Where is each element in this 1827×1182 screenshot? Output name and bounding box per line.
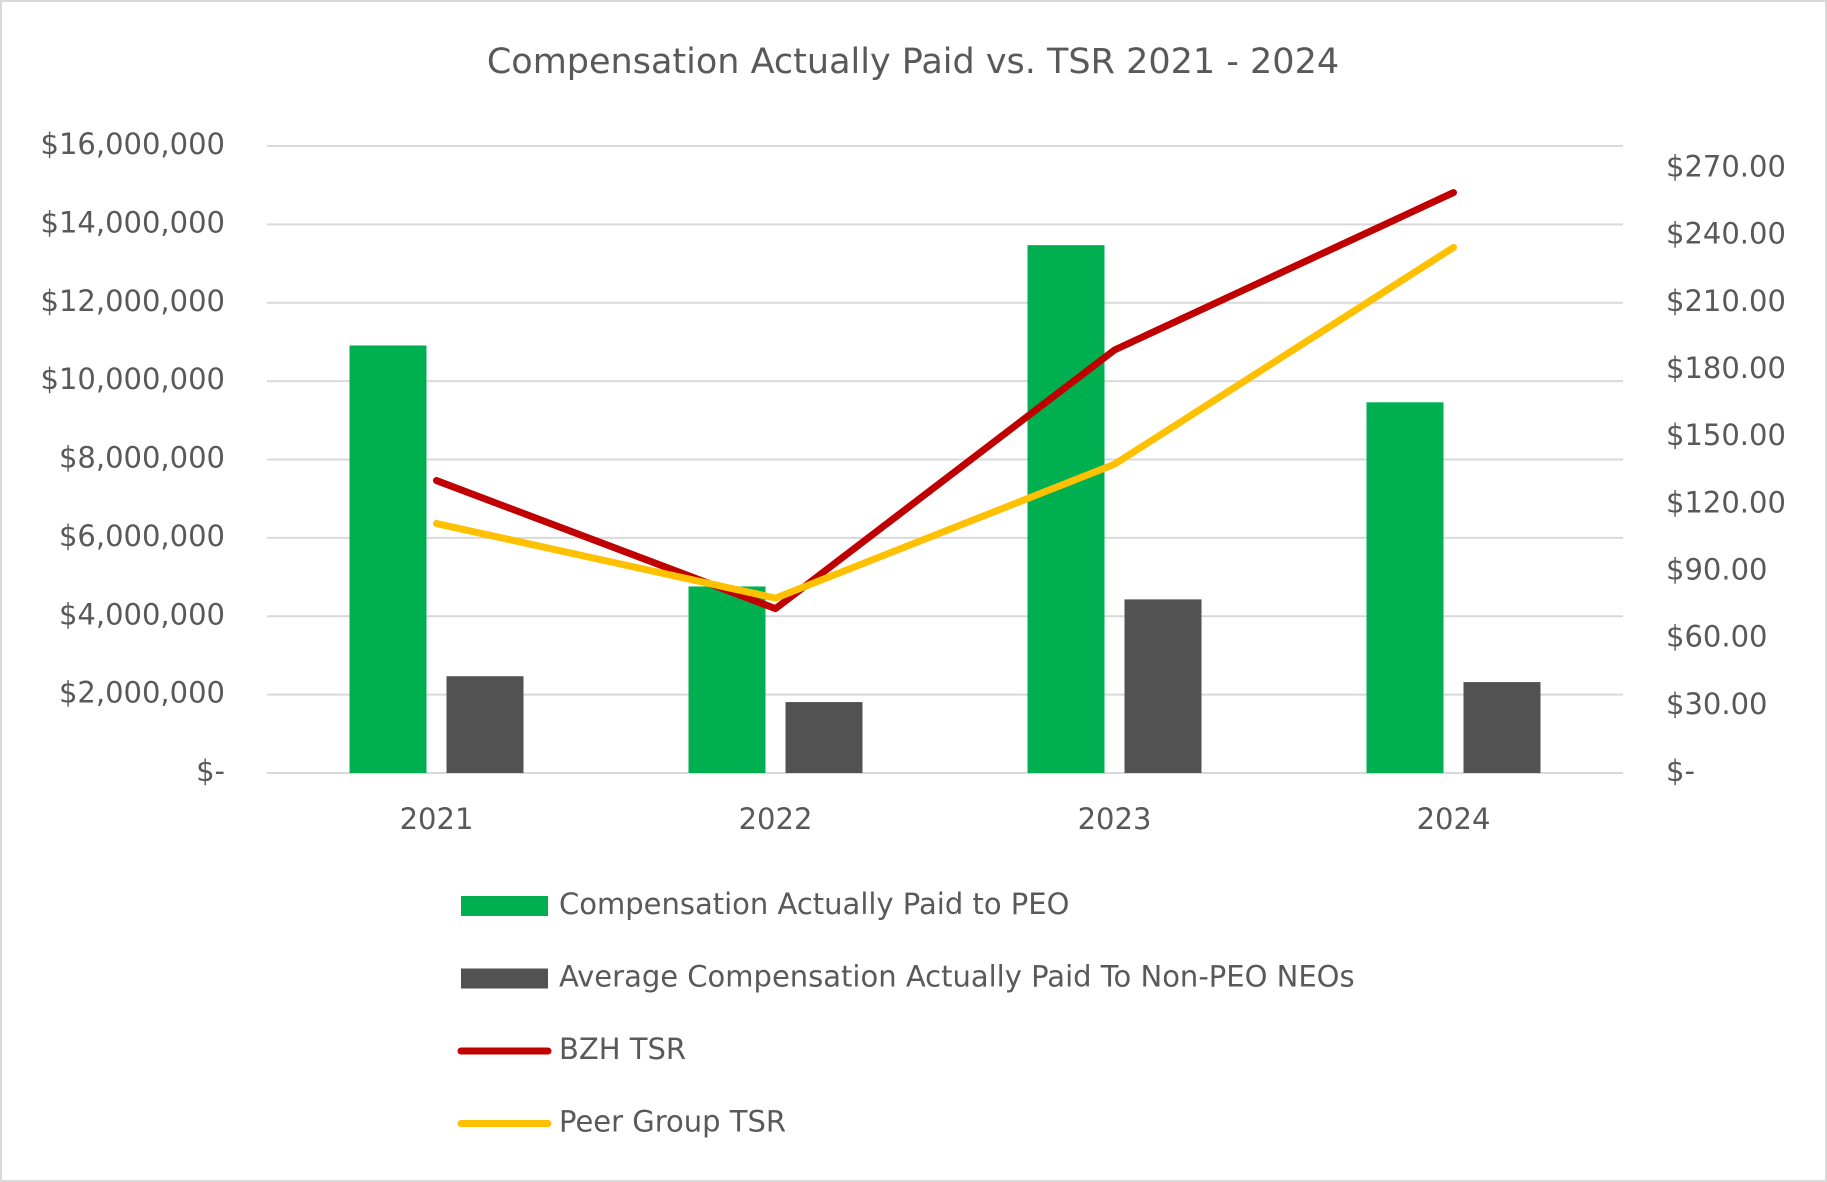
legend-label: Peer Group TSR [559, 1105, 786, 1139]
y-tick-label: $10,000,000 [41, 362, 226, 396]
legend-label: Average Compensation Actually Paid To No… [559, 960, 1355, 994]
chart-title: Compensation Actually Paid vs. TSR 2021 … [487, 42, 1339, 82]
bar [349, 345, 427, 773]
line [433, 243, 1457, 602]
x-tick-label: 2022 [739, 802, 813, 836]
y-tick-label: $4,000,000 [59, 597, 225, 631]
y-tick-label: $16,000,000 [41, 127, 226, 161]
y-tick-label: $8,000,000 [59, 441, 225, 475]
y2-tick-label: $90.00 [1666, 552, 1767, 586]
legend-swatch [461, 968, 548, 989]
bar [785, 702, 863, 773]
legend-label: BZH TSR [559, 1032, 686, 1066]
y2-tick-label: $60.00 [1666, 620, 1767, 654]
bar [446, 676, 524, 773]
bar [1124, 599, 1202, 773]
x-tick-label: 2024 [1417, 802, 1491, 836]
y2-tick-label: $120.00 [1666, 485, 1786, 519]
y-tick-label: $14,000,000 [41, 205, 226, 239]
y2-tick-label: $180.00 [1666, 351, 1786, 385]
y2-tick-label: $- [1666, 754, 1695, 788]
y-tick-label: $- [196, 754, 225, 788]
y-tick-label: $2,000,000 [59, 676, 225, 710]
y2-tick-label: $210.00 [1666, 284, 1786, 318]
legend-label: Compensation Actually Paid to PEO [559, 887, 1069, 921]
y2-tick-label: $150.00 [1666, 418, 1786, 452]
bar [688, 586, 766, 773]
y-tick-label: $12,000,000 [41, 284, 226, 318]
bar [1463, 682, 1541, 773]
bar [1027, 245, 1105, 773]
legend-swatch [461, 896, 548, 916]
x-tick-label: 2023 [1078, 802, 1152, 836]
y-tick-label: $6,000,000 [59, 519, 225, 553]
y2-tick-label: $240.00 [1666, 217, 1786, 251]
y2-tick-label: $30.00 [1666, 687, 1767, 721]
x-tick-label: 2021 [400, 802, 474, 836]
line [433, 189, 1457, 613]
y2-tick-label: $270.00 [1666, 149, 1786, 183]
bar [1366, 402, 1444, 773]
